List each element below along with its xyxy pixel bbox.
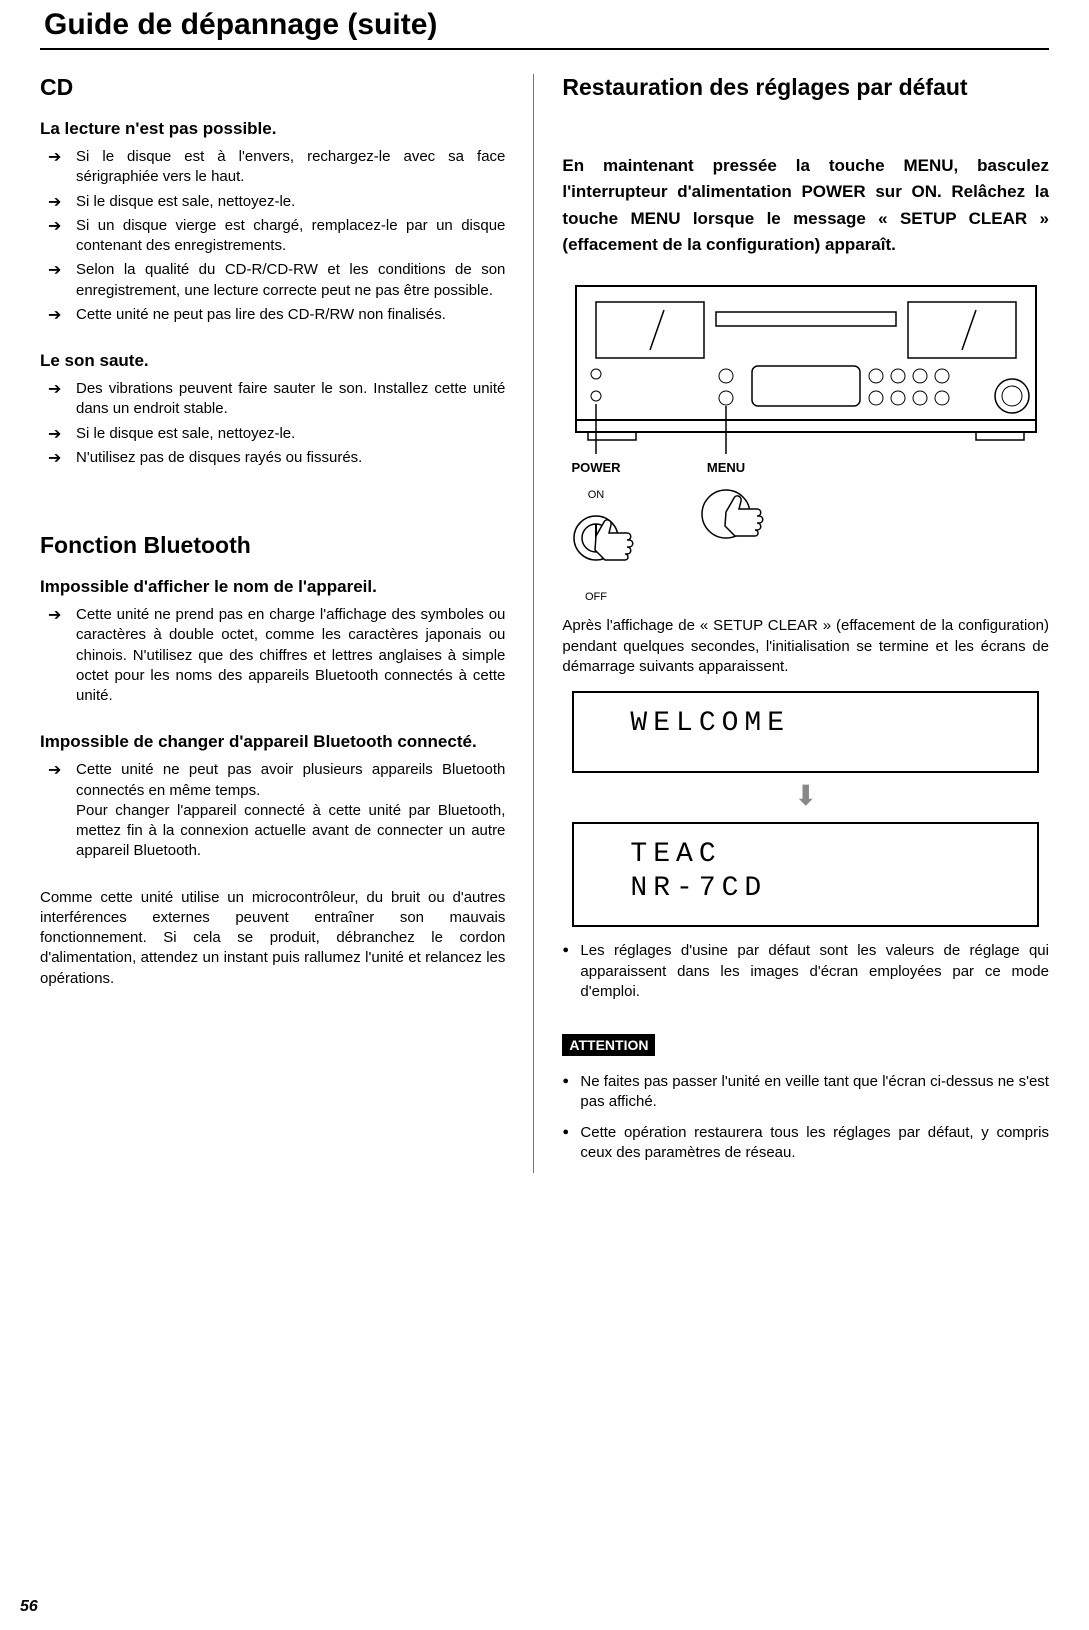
list-item: Des vibrations peuvent faire sauter le s… <box>48 379 505 420</box>
list-item: Cette unité ne peut pas lire des CD-R/RW… <box>48 305 505 325</box>
attention-label: ATTENTION <box>562 1034 655 1056</box>
two-column-layout: CD La lecture n'est pas possible. Si le … <box>40 74 1049 1173</box>
bt-sec2-title: Impossible de changer d'appareil Bluetoo… <box>40 732 505 752</box>
attention-list: Ne faites pas passer l'unité en veille t… <box>562 1072 1049 1163</box>
item-continuation: Pour changer l'appareil connecté à cette… <box>76 801 505 862</box>
power-label: POWER <box>572 460 622 475</box>
page-number: 56 <box>20 1598 38 1616</box>
list-item: Cette opération restaurera tous les régl… <box>562 1123 1049 1164</box>
on-label: ON <box>588 489 605 501</box>
list-item: Si un disque vierge est chargé, remplace… <box>48 216 505 257</box>
page-title: Guide de dépannage (suite) <box>40 0 1049 50</box>
off-label: OFF <box>585 591 607 603</box>
lcd-screen-2: TEAC NR-7CD <box>572 822 1039 927</box>
lcd-text: TEAC <box>630 839 721 870</box>
list-item: Si le disque est à l'envers, rechargez-l… <box>48 147 505 188</box>
bt-note: Comme cette unité utilise un microcontrô… <box>40 888 505 989</box>
list-item: Selon la qualité du CD-R/CD-RW et les co… <box>48 260 505 301</box>
cd-sec1-title: La lecture n'est pas possible. <box>40 119 505 139</box>
list-item: Si le disque est sale, nettoyez-le. <box>48 192 505 212</box>
lcd-text: NR-7CD <box>630 873 767 904</box>
bt-sec1-title: Impossible d'afficher le nom de l'appare… <box>40 577 505 597</box>
restore-heading: Restauration des réglages par défaut <box>562 74 1049 101</box>
bt-heading: Fonction Bluetooth <box>40 532 505 559</box>
bt-sec2-list: Cette unité ne peut pas avoir plusieurs … <box>40 760 505 861</box>
info-bullet-list: Les réglages d'usine par défaut sont les… <box>562 941 1049 1002</box>
list-item: Les réglages d'usine par défaut sont les… <box>562 941 1049 1002</box>
device-diagram: POWER MENU ON OFF <box>566 276 1045 606</box>
after-text: Après l'affichage de « SETUP CLEAR » (ef… <box>562 616 1049 677</box>
restore-intro: En maintenant pressée la touche MENU, ba… <box>562 153 1049 258</box>
list-item: Cette unité ne peut pas avoir plusieurs … <box>48 760 505 861</box>
left-column: CD La lecture n'est pas possible. Si le … <box>40 74 534 1173</box>
cd-heading: CD <box>40 74 505 101</box>
menu-label: MENU <box>707 460 745 475</box>
list-item: Cette unité ne prend pas en charge l'aff… <box>48 605 505 706</box>
lcd-screen-1: WELCOME <box>572 691 1039 773</box>
item-main: Cette unité ne peut pas avoir plusieurs … <box>76 761 505 798</box>
list-item: N'utilisez pas de disques rayés ou fissu… <box>48 448 505 468</box>
lcd-text: WELCOME <box>630 708 790 739</box>
device-svg: POWER MENU ON OFF <box>566 276 1046 606</box>
bt-sec1-list: Cette unité ne prend pas en charge l'aff… <box>40 605 505 706</box>
cd-sec2-list: Des vibrations peuvent faire sauter le s… <box>40 379 505 468</box>
down-arrow-icon: ⬇ <box>562 779 1049 812</box>
cd-sec2-title: Le son saute. <box>40 351 505 371</box>
cd-sec1-list: Si le disque est à l'envers, rechargez-l… <box>40 147 505 325</box>
right-column: Restauration des réglages par défaut En … <box>534 74 1049 1173</box>
list-item: Ne faites pas passer l'unité en veille t… <box>562 1072 1049 1113</box>
list-item: Si le disque est sale, nettoyez-le. <box>48 424 505 444</box>
